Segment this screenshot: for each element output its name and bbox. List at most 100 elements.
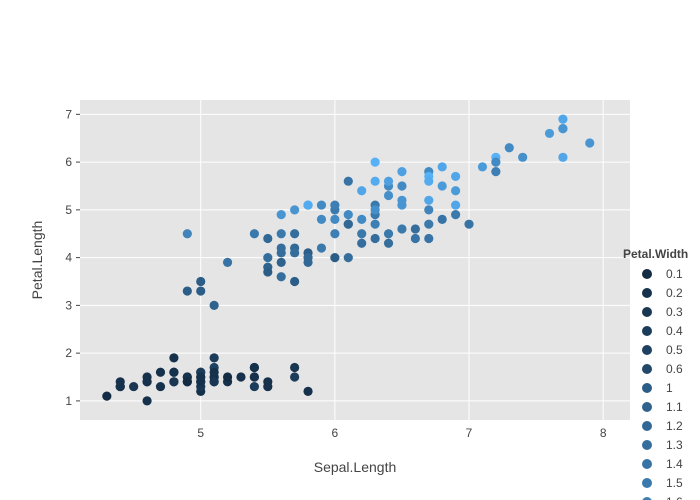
data-point <box>196 372 206 382</box>
legend-label: 0.6 <box>666 362 683 376</box>
data-point <box>155 367 166 377</box>
data-point <box>424 205 434 215</box>
data-point <box>236 372 246 382</box>
data-point <box>169 367 179 377</box>
y-tick-label: 6 <box>65 155 72 169</box>
legend-label: 0.2 <box>666 286 683 300</box>
data-point <box>424 233 434 244</box>
data-point <box>585 138 595 148</box>
data-point <box>343 176 353 186</box>
data-point <box>316 200 327 210</box>
data-point <box>370 157 380 167</box>
data-point <box>491 157 501 167</box>
data-point <box>383 190 394 201</box>
data-point <box>383 176 394 186</box>
legend-label: 1.1 <box>666 400 683 414</box>
data-point <box>169 353 179 363</box>
y-axis-title: Petal.Length <box>29 221 45 300</box>
data-point <box>263 267 273 277</box>
data-point <box>102 391 112 401</box>
data-point <box>424 195 434 205</box>
data-point <box>544 128 555 139</box>
y-tick-label: 4 <box>65 251 72 265</box>
data-point <box>397 224 407 234</box>
data-point <box>196 286 206 296</box>
data-point <box>209 300 219 310</box>
data-point <box>330 214 340 225</box>
data-point <box>290 248 300 258</box>
data-point <box>357 238 367 248</box>
legend-label: 1.4 <box>666 457 683 471</box>
data-point <box>290 372 300 382</box>
data-point <box>303 200 313 210</box>
legend-marker <box>642 383 652 393</box>
data-point <box>290 362 300 373</box>
data-point <box>276 210 286 220</box>
data-point <box>424 176 434 186</box>
data-point <box>316 243 327 253</box>
data-point <box>196 276 206 287</box>
data-point <box>142 396 152 406</box>
data-point <box>397 167 407 177</box>
data-point <box>397 181 407 191</box>
data-point <box>370 233 380 244</box>
data-point <box>209 367 219 377</box>
legend-marker <box>642 307 652 317</box>
data-point <box>249 372 259 382</box>
data-point <box>383 229 394 239</box>
data-point <box>330 229 340 239</box>
y-tick-label: 1 <box>65 394 72 408</box>
data-point <box>451 200 461 210</box>
legend-marker <box>642 440 652 450</box>
legend-label: 0.3 <box>666 305 683 319</box>
legend-label: 1.2 <box>666 419 683 433</box>
legend-marker <box>642 269 652 279</box>
data-point <box>343 219 353 229</box>
legend-marker <box>642 288 652 298</box>
data-point <box>249 381 259 392</box>
legend-label: 1.6 <box>666 495 683 500</box>
data-point <box>370 205 380 215</box>
x-axis-title: Sepal.Length <box>314 459 397 475</box>
legend-label: 0.1 <box>666 267 683 281</box>
data-point <box>504 143 514 153</box>
x-tick-label: 8 <box>600 426 607 440</box>
data-point <box>222 372 233 382</box>
legend-marker <box>642 497 652 500</box>
data-point <box>451 210 461 220</box>
data-point <box>290 276 300 287</box>
legend-marker <box>642 478 652 488</box>
data-point <box>155 381 166 392</box>
x-tick-label: 7 <box>466 426 473 440</box>
legend-title: Petal.Width <box>623 247 688 261</box>
data-point <box>370 176 380 186</box>
data-point <box>209 377 219 387</box>
data-point <box>397 195 407 205</box>
data-point <box>182 286 192 296</box>
data-point <box>182 377 192 387</box>
data-point <box>357 229 367 239</box>
legend-label: 1.3 <box>666 438 683 452</box>
data-point <box>491 167 501 177</box>
data-point <box>276 257 286 267</box>
data-point <box>182 229 192 239</box>
data-point <box>276 229 286 239</box>
data-point <box>558 114 568 124</box>
data-point <box>464 219 474 229</box>
data-point <box>142 377 152 387</box>
data-point <box>129 381 139 392</box>
data-points <box>102 114 595 406</box>
y-tick-label: 7 <box>65 107 72 121</box>
data-point <box>343 253 353 263</box>
legend-marker <box>642 459 652 469</box>
data-point <box>343 210 353 220</box>
grid-lines <box>80 100 630 420</box>
legend-marker <box>642 345 652 355</box>
data-point <box>249 229 259 239</box>
data-point <box>437 162 447 172</box>
data-point <box>249 362 259 373</box>
data-point <box>437 181 447 191</box>
data-point <box>558 152 568 162</box>
data-point <box>330 253 340 263</box>
